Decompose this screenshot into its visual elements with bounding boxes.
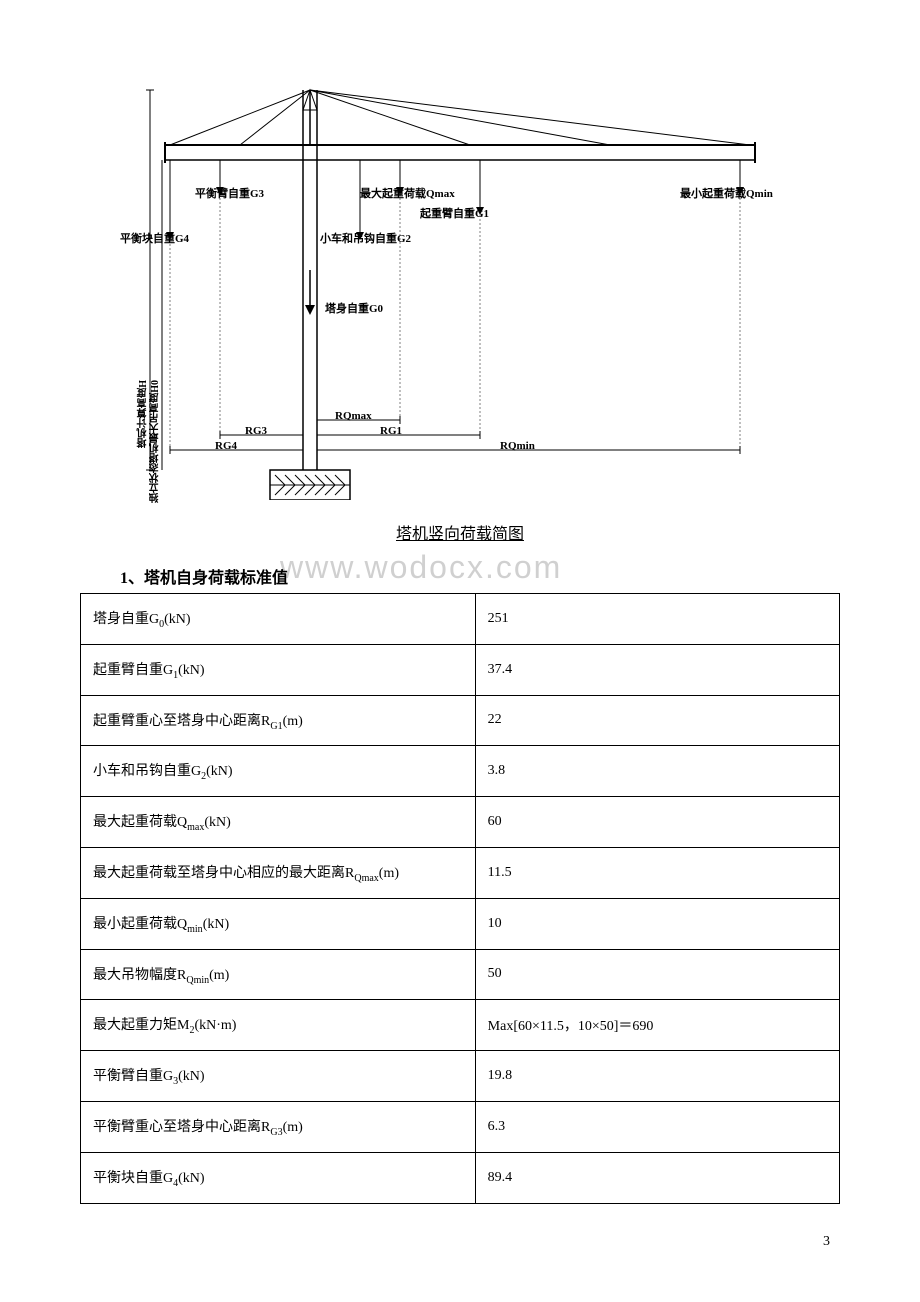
label-rqmax: RQmax: [335, 410, 372, 422]
param-cell: 起重臂重心至塔身中心距离RG1(m): [81, 695, 476, 746]
page-number: 3: [80, 1234, 840, 1250]
value-cell: 37.4: [475, 644, 839, 695]
param-cell: 最大起重荷载至塔身中心相应的最大距离RQmax(m): [81, 847, 476, 898]
table-row: 平衡臂自重G3(kN)19.8: [81, 1051, 840, 1102]
table-row: 最大起重力矩M2(kN·m)Max[60×11.5，10×50]＝690: [81, 1000, 840, 1051]
param-cell: 最小起重荷载Qmin(kN): [81, 898, 476, 949]
table-row: 起重臂重心至塔身中心距离RG1(m)22: [81, 695, 840, 746]
value-cell: Max[60×11.5，10×50]＝690: [475, 1000, 839, 1051]
label-max-load: 最大起重荷载Qmax: [360, 185, 455, 201]
param-cell: 平衡块自重G4(kN): [81, 1152, 476, 1203]
label-height-h0: 独立状态塔机最大吊高度H0: [148, 380, 163, 503]
crane-diagram: 平衡臂自重G3 平衡块自重G4 最大起重荷载Qmax 起重臂自重G1 小车和吊钩…: [110, 60, 810, 500]
param-cell: 最大吊物幅度RQmin(m): [81, 949, 476, 1000]
value-cell: 89.4: [475, 1152, 839, 1203]
value-cell: 3.8: [475, 746, 839, 797]
parameters-table: 塔身自重G0(kN)251起重臂自重G1(kN)37.4起重臂重心至塔身中心距离…: [80, 593, 840, 1204]
param-cell: 最大起重力矩M2(kN·m): [81, 1000, 476, 1051]
label-rg3: RG3: [245, 425, 267, 437]
label-tower-body: 塔身自重G0: [325, 300, 383, 316]
table-row: 平衡臂重心至塔身中心距离RG3(m)6.3: [81, 1101, 840, 1152]
param-cell: 起重臂自重G1(kN): [81, 644, 476, 695]
param-cell: 平衡臂自重G3(kN): [81, 1051, 476, 1102]
value-cell: 251: [475, 594, 839, 645]
table-row: 平衡块自重G4(kN)89.4: [81, 1152, 840, 1203]
param-cell: 塔身自重G0(kN): [81, 594, 476, 645]
label-min-load: 最小起重荷载Qmin: [680, 185, 773, 201]
value-cell: 11.5: [475, 847, 839, 898]
value-cell: 6.3: [475, 1101, 839, 1152]
value-cell: 60: [475, 797, 839, 848]
param-cell: 小车和吊钩自重G2(kN): [81, 746, 476, 797]
table-row: 最小起重荷载Qmin(kN)10: [81, 898, 840, 949]
param-cell: 最大起重荷载Qmax(kN): [81, 797, 476, 848]
value-cell: 10: [475, 898, 839, 949]
table-row: 起重臂自重G1(kN)37.4: [81, 644, 840, 695]
table-row: 塔身自重G0(kN)251: [81, 594, 840, 645]
value-cell: 19.8: [475, 1051, 839, 1102]
value-cell: 22: [475, 695, 839, 746]
table-row: 最大吊物幅度RQmin(m)50: [81, 949, 840, 1000]
param-cell: 平衡臂重心至塔身中心距离RG3(m): [81, 1101, 476, 1152]
table-row: 小车和吊钩自重G2(kN)3.8: [81, 746, 840, 797]
label-lift-arm: 起重臂自重G1: [420, 205, 489, 221]
label-rg4: RG4: [215, 440, 237, 452]
label-balance-arm: 平衡臂自重G3: [195, 185, 264, 201]
diagram-caption: 塔机竖向荷载简图: [80, 520, 840, 544]
label-rg1: RG1: [380, 425, 402, 437]
label-trolley: 小车和吊钩自重G2: [320, 230, 411, 246]
table-row: 最大起重荷载Qmax(kN)60: [81, 797, 840, 848]
table-row: 最大起重荷载至塔身中心相应的最大距离RQmax(m)11.5: [81, 847, 840, 898]
value-cell: 50: [475, 949, 839, 1000]
label-balance-block: 平衡块自重G4: [120, 230, 189, 246]
label-rqmin: RQmin: [500, 440, 535, 452]
section-title: 1、塔机自身荷载标准值: [120, 564, 840, 588]
